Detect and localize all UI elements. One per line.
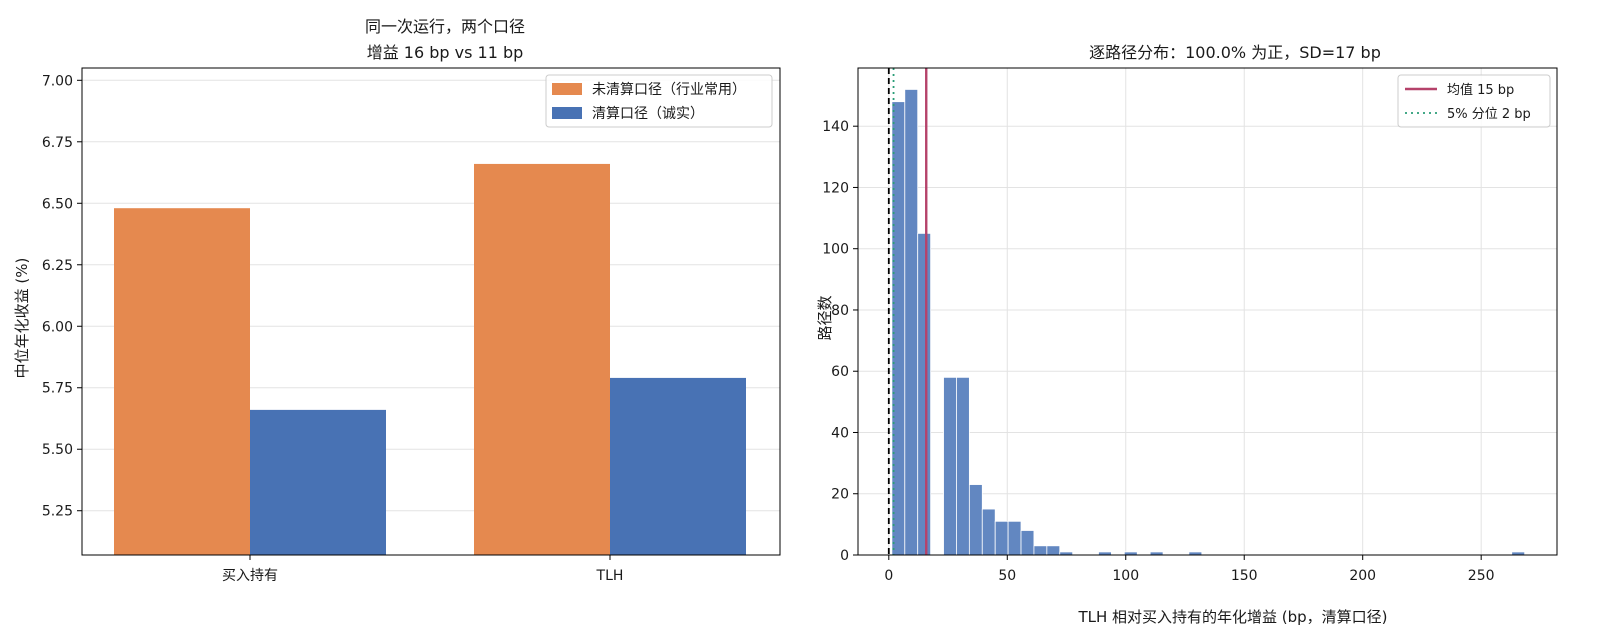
- left-y-tick-label: 7.00: [42, 73, 73, 89]
- histogram-bar: [1046, 545, 1061, 556]
- histogram-bar: [956, 376, 970, 556]
- left-y-tick-label: 5.75: [42, 381, 73, 397]
- right-y-axis-label: 路径数: [816, 295, 834, 340]
- left-chart-title: 同一次运行，两个口径: [365, 17, 525, 36]
- left-x-tick-label: 买入持有: [222, 568, 278, 584]
- right-y-tick-label: 100: [822, 242, 849, 258]
- right-x-axis-label: TLH 相对买入持有的年化增益 (bp，清算口径): [1077, 608, 1387, 626]
- bar-liquidated: [250, 409, 386, 555]
- left-legend: 未清算口径（行业常用） 清算口径（诚实）: [545, 74, 773, 128]
- left-y-tick-label: 6.00: [42, 319, 73, 335]
- histogram-bar: [1020, 530, 1035, 556]
- right-legend: 均值 15 bp 5% 分位 2 bp: [1397, 74, 1551, 128]
- legend-mean-label: 均值 15 bp: [1447, 82, 1514, 98]
- legend-label: 未清算口径（行业常用）: [592, 82, 746, 98]
- right-y-tick-label: 140: [822, 119, 849, 135]
- right-plot-frame: [857, 67, 1558, 556]
- right-y-tick-label: 80: [831, 303, 849, 319]
- left-legend-box: [545, 74, 773, 128]
- left-y-axis-label: 中位年化收益 (%): [13, 258, 31, 379]
- legend-p5-label: 5% 分位 2 bp: [1447, 107, 1531, 122]
- right-y-tick-label: 120: [822, 180, 849, 196]
- left-plot-frame: [81, 67, 781, 556]
- left-y-tick-label: 5.25: [42, 504, 73, 520]
- right-y-tick-label: 20: [831, 487, 849, 503]
- histogram-bar: [1007, 520, 1022, 556]
- legend-swatch: [552, 83, 582, 95]
- left-chart-subtitle: 增益 16 bp vs 11 bp: [367, 43, 524, 62]
- left-y-tick-label: 6.25: [42, 258, 73, 274]
- histogram-bar: [1033, 545, 1048, 556]
- left-plot-area: 5.25 5.50 5.75 6.00 6.25 6.50 6.75 7.00 买入持有 TLH 未…: [42, 67, 781, 584]
- histogram-bar: [981, 508, 996, 556]
- histogram-bar: [891, 101, 906, 556]
- right-x-tick-label: 250: [1468, 568, 1495, 584]
- left-y-tick-label: 6.50: [42, 196, 73, 212]
- legend-swatch: [552, 107, 582, 119]
- right-x-tick-label: 0: [884, 568, 893, 584]
- bar-unliquidated: [114, 208, 250, 556]
- bar-liquidated: [610, 377, 746, 555]
- right-x-tick-label: 50: [998, 568, 1016, 584]
- left-y-tick-label: 6.75: [42, 135, 73, 151]
- left-y-tick-label: 5.50: [42, 442, 73, 458]
- right-y-tick-label: 60: [831, 364, 849, 380]
- histogram-bar: [968, 484, 983, 556]
- right-y-tick-label: 0: [840, 548, 849, 564]
- histogram-bar: [994, 520, 1009, 556]
- left-x-tick-label: TLH: [596, 568, 624, 584]
- bar-unliquidated: [474, 163, 610, 555]
- right-x-tick-label: 150: [1231, 568, 1258, 584]
- histogram-bar: [917, 232, 932, 556]
- legend-label: 清算口径（诚实）: [592, 106, 704, 122]
- right-plot-area: 0 20 40 60 80 100 120 140 0 50 100 150 200 250 均值 15 b…: [822, 67, 1558, 584]
- right-chart-title: 逐路径分布：100.0% 为正，SD=17 bp: [1089, 43, 1381, 62]
- histogram-bar: [943, 376, 957, 556]
- right-y-tick-label: 40: [831, 425, 849, 441]
- right-x-tick-label: 100: [1112, 568, 1139, 584]
- right-x-tick-label: 200: [1349, 568, 1376, 584]
- histogram-bar: [904, 89, 919, 556]
